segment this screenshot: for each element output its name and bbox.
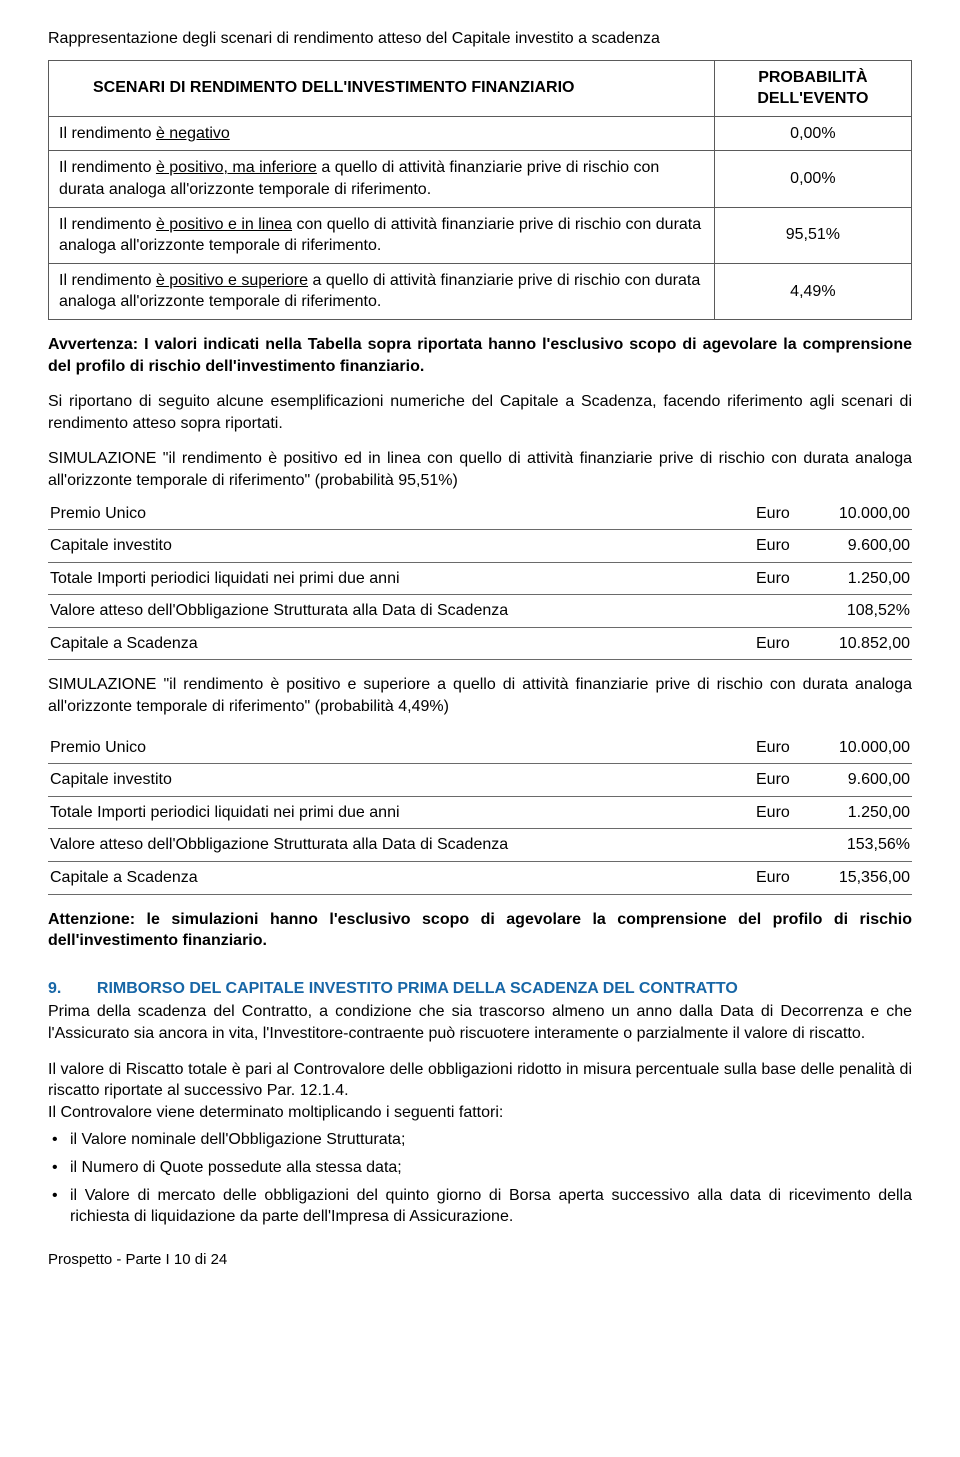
row-underline: è positivo e superiore bbox=[156, 272, 308, 289]
scenario-header-right: PROBABILITÀ DELL'EVENTO bbox=[714, 60, 911, 116]
bullet-item: il Valore nominale dell'Obbligazione Str… bbox=[48, 1129, 912, 1151]
sim-value: 9.600,00 bbox=[812, 530, 912, 563]
sim-value: 1.250,00 bbox=[812, 796, 912, 829]
scenario-row: Il rendimento è positivo e superiore a q… bbox=[49, 263, 912, 319]
sim-row: Capitale investitoEuro9.600,00 bbox=[48, 530, 912, 563]
scenario-row: Il rendimento è positivo, ma inferiore a… bbox=[49, 151, 912, 207]
sim-currency bbox=[754, 595, 812, 628]
sim-label: Valore atteso dell'Obbligazione Struttur… bbox=[48, 595, 754, 628]
sim-label: Valore atteso dell'Obbligazione Struttur… bbox=[48, 829, 754, 862]
scenario-header-right-text: PROBABILITÀ DELL'EVENTO bbox=[757, 69, 868, 108]
row-val: 0,00% bbox=[714, 116, 911, 151]
bullet-item: il Valore di mercato delle obbligazioni … bbox=[48, 1185, 912, 1228]
sim-row: Capitale investitoEuro9.600,00 bbox=[48, 764, 912, 797]
sim2-table: Premio UnicoEuro10.000,00 Capitale inves… bbox=[48, 732, 912, 895]
sim-label: Capitale investito bbox=[48, 530, 754, 563]
sim-value: 9.600,00 bbox=[812, 764, 912, 797]
sim-currency: Euro bbox=[754, 498, 812, 530]
page-footer: Prospetto - Parte I 10 di 24 bbox=[48, 1250, 912, 1270]
sim-label: Capitale investito bbox=[48, 764, 754, 797]
section-9-p3: Il Controvalore viene determinato moltip… bbox=[48, 1102, 912, 1124]
scenario-table: SCENARI DI RENDIMENTO DELL'INVESTIMENTO … bbox=[48, 60, 912, 320]
sim-currency: Euro bbox=[754, 562, 812, 595]
scenario-row: Il rendimento è positivo e in linea con … bbox=[49, 207, 912, 263]
scenario-header-left-text: SCENARI DI RENDIMENTO DELL'INVESTIMENTO … bbox=[93, 79, 574, 96]
sim1-table: Premio UnicoEuro10.000,00 Capitale inves… bbox=[48, 498, 912, 661]
sim-value: 15,356,00 bbox=[812, 862, 912, 895]
row-pre: Il rendimento bbox=[59, 216, 156, 233]
scenario-header-left: SCENARI DI RENDIMENTO DELL'INVESTIMENTO … bbox=[49, 60, 715, 116]
sim-label: Totale Importi periodici liquidati nei p… bbox=[48, 562, 754, 595]
sim-currency: Euro bbox=[754, 732, 812, 764]
sim-currency: Euro bbox=[754, 627, 812, 660]
row-pre: Il rendimento bbox=[59, 125, 156, 142]
row-val: 0,00% bbox=[714, 151, 911, 207]
sim-row: Capitale a ScadenzaEuro10.852,00 bbox=[48, 627, 912, 660]
sim-row: Totale Importi periodici liquidati nei p… bbox=[48, 562, 912, 595]
para-after-warning: Si riportano di seguito alcune esemplifi… bbox=[48, 391, 912, 434]
sim-currency: Euro bbox=[754, 764, 812, 797]
sim-row: Capitale a ScadenzaEuro15,356,00 bbox=[48, 862, 912, 895]
sim-currency bbox=[754, 829, 812, 862]
sim-label: Capitale a Scadenza bbox=[48, 627, 754, 660]
sim-value: 10.000,00 bbox=[812, 498, 912, 530]
row-underline: è positivo, ma inferiore bbox=[156, 159, 317, 176]
sim-value: 1.250,00 bbox=[812, 562, 912, 595]
warning-2: Attenzione: le simulazioni hanno l'esclu… bbox=[48, 909, 912, 952]
section-9-p1: Prima della scadenza del Contratto, a co… bbox=[48, 1001, 912, 1044]
sim-row: Premio UnicoEuro10.000,00 bbox=[48, 498, 912, 530]
sim2-intro: SIMULAZIONE "il rendimento è positivo e … bbox=[48, 674, 912, 717]
sim-currency: Euro bbox=[754, 862, 812, 895]
sim-value: 10.000,00 bbox=[812, 732, 912, 764]
sim1-intro: SIMULAZIONE "il rendimento è positivo ed… bbox=[48, 448, 912, 491]
intro-title: Rappresentazione degli scenari di rendim… bbox=[48, 28, 912, 50]
warning-1: Avvertenza: I valori indicati nella Tabe… bbox=[48, 334, 912, 377]
sim-row: Totale Importi periodici liquidati nei p… bbox=[48, 796, 912, 829]
sim-row: Valore atteso dell'Obbligazione Struttur… bbox=[48, 595, 912, 628]
section-9-title: RIMBORSO DEL CAPITALE INVESTITO PRIMA DE… bbox=[97, 980, 738, 997]
sim-value: 153,56% bbox=[812, 829, 912, 862]
sim-label: Capitale a Scadenza bbox=[48, 862, 754, 895]
section-9-number: 9. bbox=[48, 980, 61, 997]
sim-row: Valore atteso dell'Obbligazione Struttur… bbox=[48, 829, 912, 862]
sim-value: 10.852,00 bbox=[812, 627, 912, 660]
row-val: 4,49% bbox=[714, 263, 911, 319]
row-pre: Il rendimento bbox=[59, 272, 156, 289]
scenario-row: Il rendimento è negativo 0,00% bbox=[49, 116, 912, 151]
section-9-heading: 9. RIMBORSO DEL CAPITALE INVESTITO PRIMA… bbox=[48, 978, 912, 1000]
sim-currency: Euro bbox=[754, 530, 812, 563]
sim-currency: Euro bbox=[754, 796, 812, 829]
row-underline: è negativo bbox=[156, 125, 230, 142]
sim-label: Totale Importi periodici liquidati nei p… bbox=[48, 796, 754, 829]
sim-label: Premio Unico bbox=[48, 498, 754, 530]
sim-row: Premio UnicoEuro10.000,00 bbox=[48, 732, 912, 764]
row-val: 95,51% bbox=[714, 207, 911, 263]
row-pre: Il rendimento bbox=[59, 159, 156, 176]
row-underline: è positivo e in linea bbox=[156, 216, 292, 233]
section-9-p2: Il valore di Riscatto totale è pari al C… bbox=[48, 1059, 912, 1102]
section-9-bullets: il Valore nominale dell'Obbligazione Str… bbox=[48, 1129, 912, 1227]
sim-value: 108,52% bbox=[812, 595, 912, 628]
bullet-item: il Numero di Quote possedute alla stessa… bbox=[48, 1157, 912, 1179]
sim-label: Premio Unico bbox=[48, 732, 754, 764]
